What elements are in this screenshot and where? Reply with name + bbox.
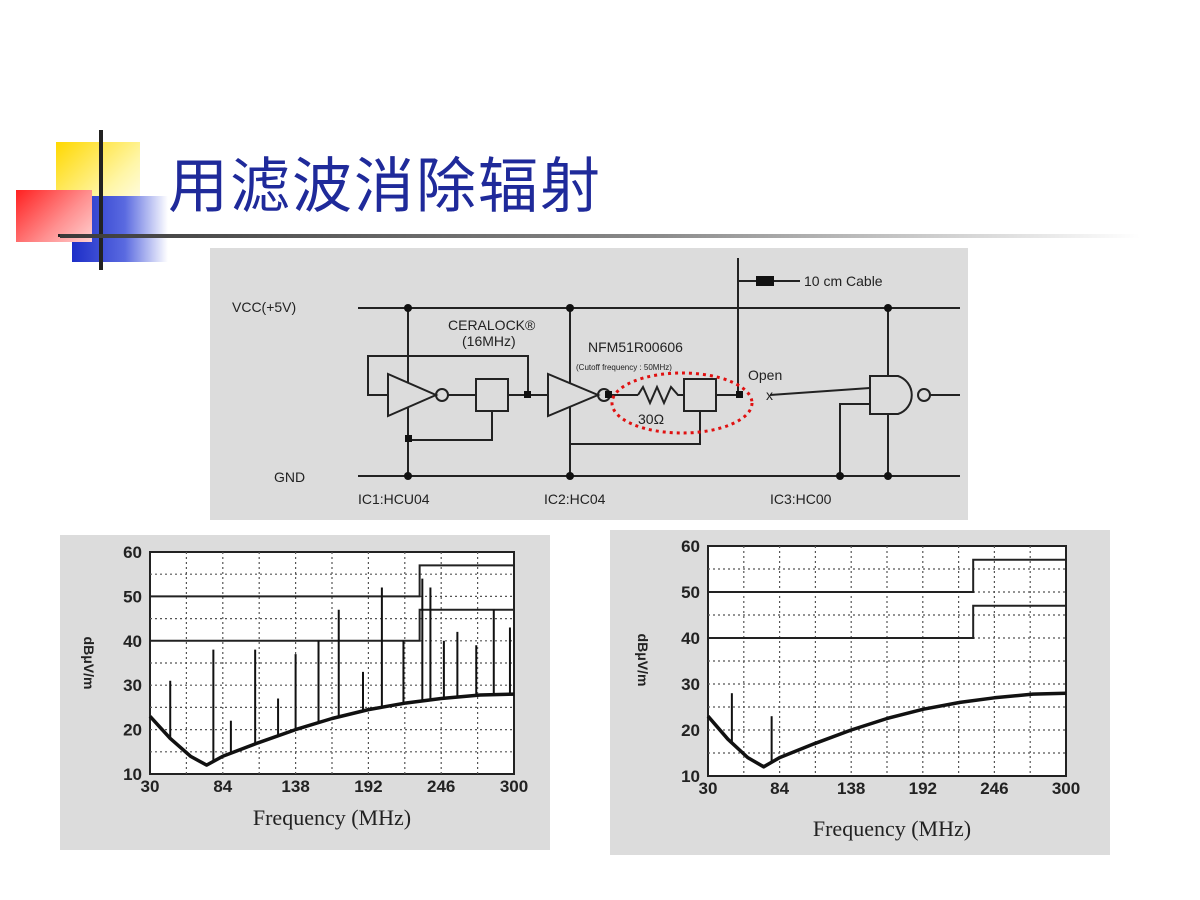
ic3-nand	[869, 375, 913, 415]
y-axis-label: dBμV/m	[81, 637, 97, 690]
schematic-drawing: VCC(+5V) GND 10 cm Cable CERALOCK® (16MH…	[232, 258, 960, 507]
y-tick-label: 60	[123, 543, 142, 562]
resistor-label: 30Ω	[638, 411, 664, 427]
emission-chart-before: Frequency (MHz) dBμV/m 10 20 30 40 50 60 30 84 1…	[81, 543, 528, 830]
ic2-inverter	[547, 372, 601, 418]
filter-label: NFM51R00606	[588, 339, 683, 355]
y-tick-label: 60	[681, 537, 700, 556]
cable-label: 10 cm Cable	[804, 273, 883, 289]
filter-note: (Cutoff frequency : 50MHz)	[576, 363, 672, 372]
y-axis-label: dBμV/m	[635, 634, 651, 687]
x-axis-label: Frequency (MHz)	[253, 805, 411, 830]
ic1-label: IC1:HCU04	[358, 491, 430, 507]
y-tick-label: 20	[681, 721, 700, 740]
y-tick-label: 50	[123, 587, 142, 606]
slide-title: 用滤波消除辐射	[168, 152, 602, 222]
ic2-label: IC2:HC04	[544, 491, 606, 507]
chart-panel-before: Frequency (MHz) dBμV/m 10 20 30 40 50 60 30 84 1…	[60, 535, 550, 850]
y-tick-label: 30	[123, 676, 142, 695]
deco-red-square	[16, 190, 92, 242]
x-tick-label: 84	[213, 777, 232, 796]
title-underline	[60, 234, 1140, 238]
open-mark: x	[766, 387, 773, 403]
ceralock-freq: (16MHz)	[462, 333, 516, 349]
y-tick-label: 50	[681, 583, 700, 602]
x-tick-label: 84	[770, 779, 789, 798]
x-tick-label: 138	[281, 777, 309, 796]
vcc-label: VCC(+5V)	[232, 299, 296, 315]
x-tick-label: 300	[500, 777, 528, 796]
ceralock-label: CERALOCK®	[448, 317, 536, 333]
limit-line	[150, 564, 514, 598]
cable-connector	[756, 276, 774, 286]
x-tick-label: 30	[141, 777, 160, 796]
x-axis-label: Frequency (MHz)	[813, 816, 971, 841]
noise-floor-line	[148, 692, 515, 767]
x-tick-label: 246	[980, 779, 1008, 798]
limit-line	[150, 608, 514, 642]
limit-line	[708, 558, 1066, 593]
noise-floor-line	[706, 691, 1067, 769]
filter-block	[683, 378, 717, 412]
gnd-label: GND	[274, 469, 305, 485]
emission-chart-after: Frequency (MHz) dBμV/m 10 20 30 40 50 60 30 84 1…	[635, 537, 1080, 841]
x-tick-label: 138	[837, 779, 865, 798]
ceralock-block	[475, 378, 509, 412]
ic1-inverter	[387, 372, 439, 418]
ic3-label: IC3:HC00	[770, 491, 832, 507]
x-tick-label: 192	[909, 779, 937, 798]
x-tick-label: 192	[354, 777, 382, 796]
resistor-30ohm	[637, 384, 684, 406]
limit-line	[708, 604, 1066, 639]
x-tick-label: 246	[427, 777, 455, 796]
y-tick-label: 20	[123, 721, 142, 740]
x-tick-label: 30	[699, 779, 718, 798]
y-tick-label: 10	[681, 767, 700, 786]
x-tick-label: 300	[1052, 779, 1080, 798]
highlight-ellipse	[610, 371, 754, 435]
deco-vertical-line	[99, 130, 103, 270]
y-tick-label: 10	[123, 765, 142, 784]
chart-panel-after: Frequency (MHz) dBμV/m 10 20 30 40 50 60 30 84 1…	[610, 530, 1110, 855]
circuit-schematic: VCC(+5V) GND 10 cm Cable CERALOCK® (16MH…	[210, 248, 968, 520]
y-tick-label: 40	[681, 629, 700, 648]
open-label: Open	[748, 367, 782, 383]
y-tick-label: 40	[123, 632, 142, 651]
y-tick-label: 30	[681, 675, 700, 694]
